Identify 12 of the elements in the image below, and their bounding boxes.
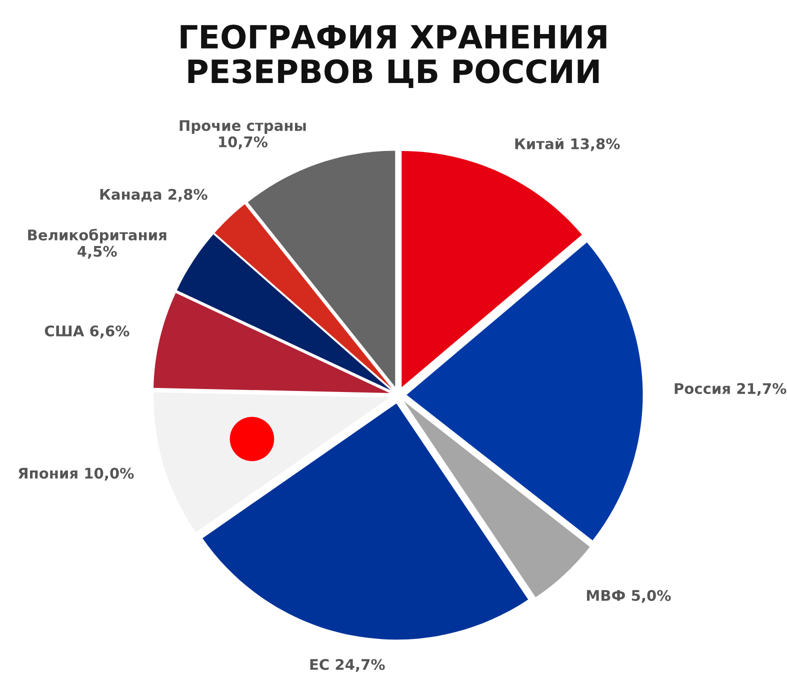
slice-label: МВФ 5,0% xyxy=(586,590,671,603)
slice-label: Прочие страны xyxy=(180,120,306,134)
slice-label: Канада 2,8% xyxy=(100,188,208,202)
slice-label: Япония 10,0% xyxy=(18,468,134,481)
slice-label: Китай 13,8% xyxy=(515,138,620,152)
data-label: 10,7% xyxy=(219,136,268,150)
chart-title: ГЕОГРАФИЯ ХРАНЕНИЯ РЕЗЕРВОВ ЦБ РОССИИ xyxy=(180,24,606,88)
slice-label: ЕС 24,7% xyxy=(310,658,385,672)
slice-label: Россия 21,7% xyxy=(674,382,786,396)
data-label: 4,5% xyxy=(78,246,117,259)
slice-label: США 6,6% xyxy=(44,325,130,338)
slice-label: Великобритания xyxy=(28,228,166,244)
